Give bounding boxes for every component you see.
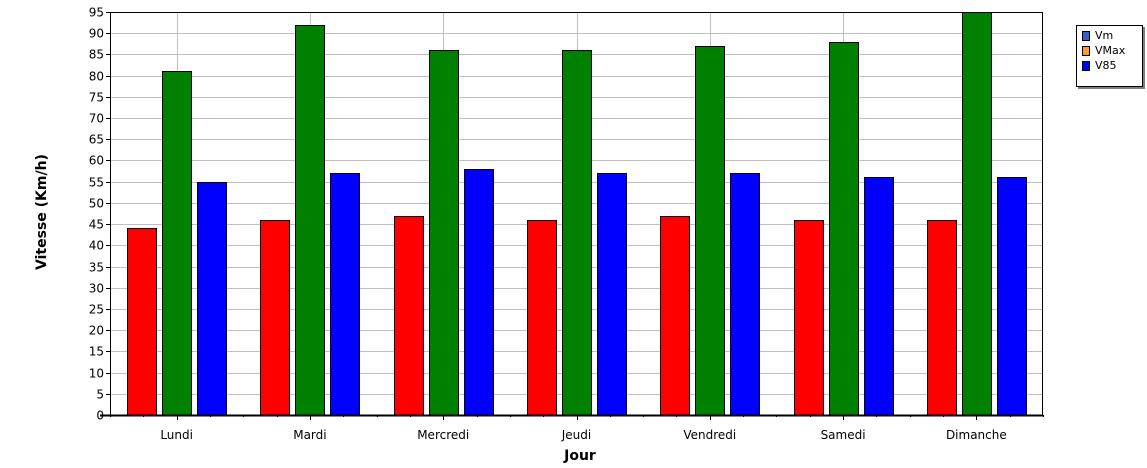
legend-swatch xyxy=(1082,30,1090,41)
y-tick-label: 40 xyxy=(89,239,104,253)
y-tick-label: 80 xyxy=(89,70,104,84)
axes xyxy=(100,12,1044,420)
bar-v85-samedi xyxy=(864,177,894,416)
bar-vmax-lundi xyxy=(162,71,192,416)
bar-vm-dimanche xyxy=(927,220,957,416)
legend-label: V85 xyxy=(1095,59,1117,72)
y-axis-title: Vitesse (Km/h) xyxy=(34,154,50,270)
bar-vmax-samedi xyxy=(829,42,859,416)
bar-vm-samedi xyxy=(794,220,824,416)
x-axis-title: Jour xyxy=(563,448,596,464)
bar-vm-mardi xyxy=(260,220,290,416)
y-tick-label: 0 xyxy=(96,409,104,423)
y-tick-labels: 0 5 10 15 20 25 30 35 40 45 50 55 60 65 70 75 80 85 90 95 xyxy=(89,6,104,423)
y-tick-label: 10 xyxy=(89,367,104,381)
bar-vmax-mercredi xyxy=(429,50,459,416)
x-tick-label: Samedi xyxy=(821,428,866,442)
y-tick-label: 95 xyxy=(89,6,104,20)
y-tick-label: 65 xyxy=(89,133,104,147)
x-tick-label: Jeudi xyxy=(561,428,591,442)
legend-label: VMax xyxy=(1095,44,1126,57)
y-tick-label: 60 xyxy=(89,154,104,168)
x-tick-label: Mercredi xyxy=(417,428,469,442)
x-tick-labels: Lundi Mardi Mercredi Jeudi Vendredi Samedi Dim… xyxy=(160,428,1006,442)
bar-v85-vendredi xyxy=(730,173,760,416)
x-tick-label: Lundi xyxy=(160,428,193,442)
bar-vmax-mardi xyxy=(295,25,325,416)
x-tick-label: Vendredi xyxy=(683,428,736,442)
y-tick-label: 70 xyxy=(89,112,104,126)
bar-v85-mardi xyxy=(330,173,360,416)
legend: Vm VMax V85 xyxy=(1076,25,1143,87)
bars xyxy=(127,12,1027,416)
x-tick-label: Dimanche xyxy=(946,428,1007,442)
y-tick-label: 90 xyxy=(89,27,104,41)
x-tick-label: Mardi xyxy=(293,428,326,442)
bar-vmax-vendredi xyxy=(695,46,725,416)
y-tick-label: 35 xyxy=(89,261,104,275)
y-tick-label: 25 xyxy=(89,303,104,317)
bar-vm-jeudi xyxy=(527,220,557,416)
bar-v85-mercredi xyxy=(464,169,494,416)
legend-item: VMax xyxy=(1082,43,1137,58)
bar-vmax-jeudi xyxy=(562,50,592,416)
y-tick-label: 5 xyxy=(96,388,104,402)
bar-vm-mercredi xyxy=(394,216,424,416)
bar-v85-lundi xyxy=(197,182,227,416)
y-tick-label: 75 xyxy=(89,91,104,105)
bar-vm-lundi xyxy=(127,228,157,416)
legend-item: Vm xyxy=(1082,28,1137,43)
y-tick-label: 30 xyxy=(89,282,104,296)
y-tick-label: 45 xyxy=(89,218,104,232)
legend-swatch xyxy=(1082,60,1090,71)
y-tick-label: 15 xyxy=(89,345,104,359)
bar-v85-jeudi xyxy=(597,173,627,416)
y-tick-label: 50 xyxy=(89,197,104,211)
y-tick-label: 55 xyxy=(89,176,104,190)
legend-item: V85 xyxy=(1082,58,1137,73)
legend-swatch xyxy=(1082,45,1090,56)
bar-vm-vendredi xyxy=(660,216,690,416)
y-tick-label: 85 xyxy=(89,48,104,62)
y-tick-label: 20 xyxy=(89,324,104,338)
legend-label: Vm xyxy=(1095,29,1114,42)
bar-v85-dimanche xyxy=(997,177,1027,416)
bar-vmax-dimanche xyxy=(962,12,992,416)
